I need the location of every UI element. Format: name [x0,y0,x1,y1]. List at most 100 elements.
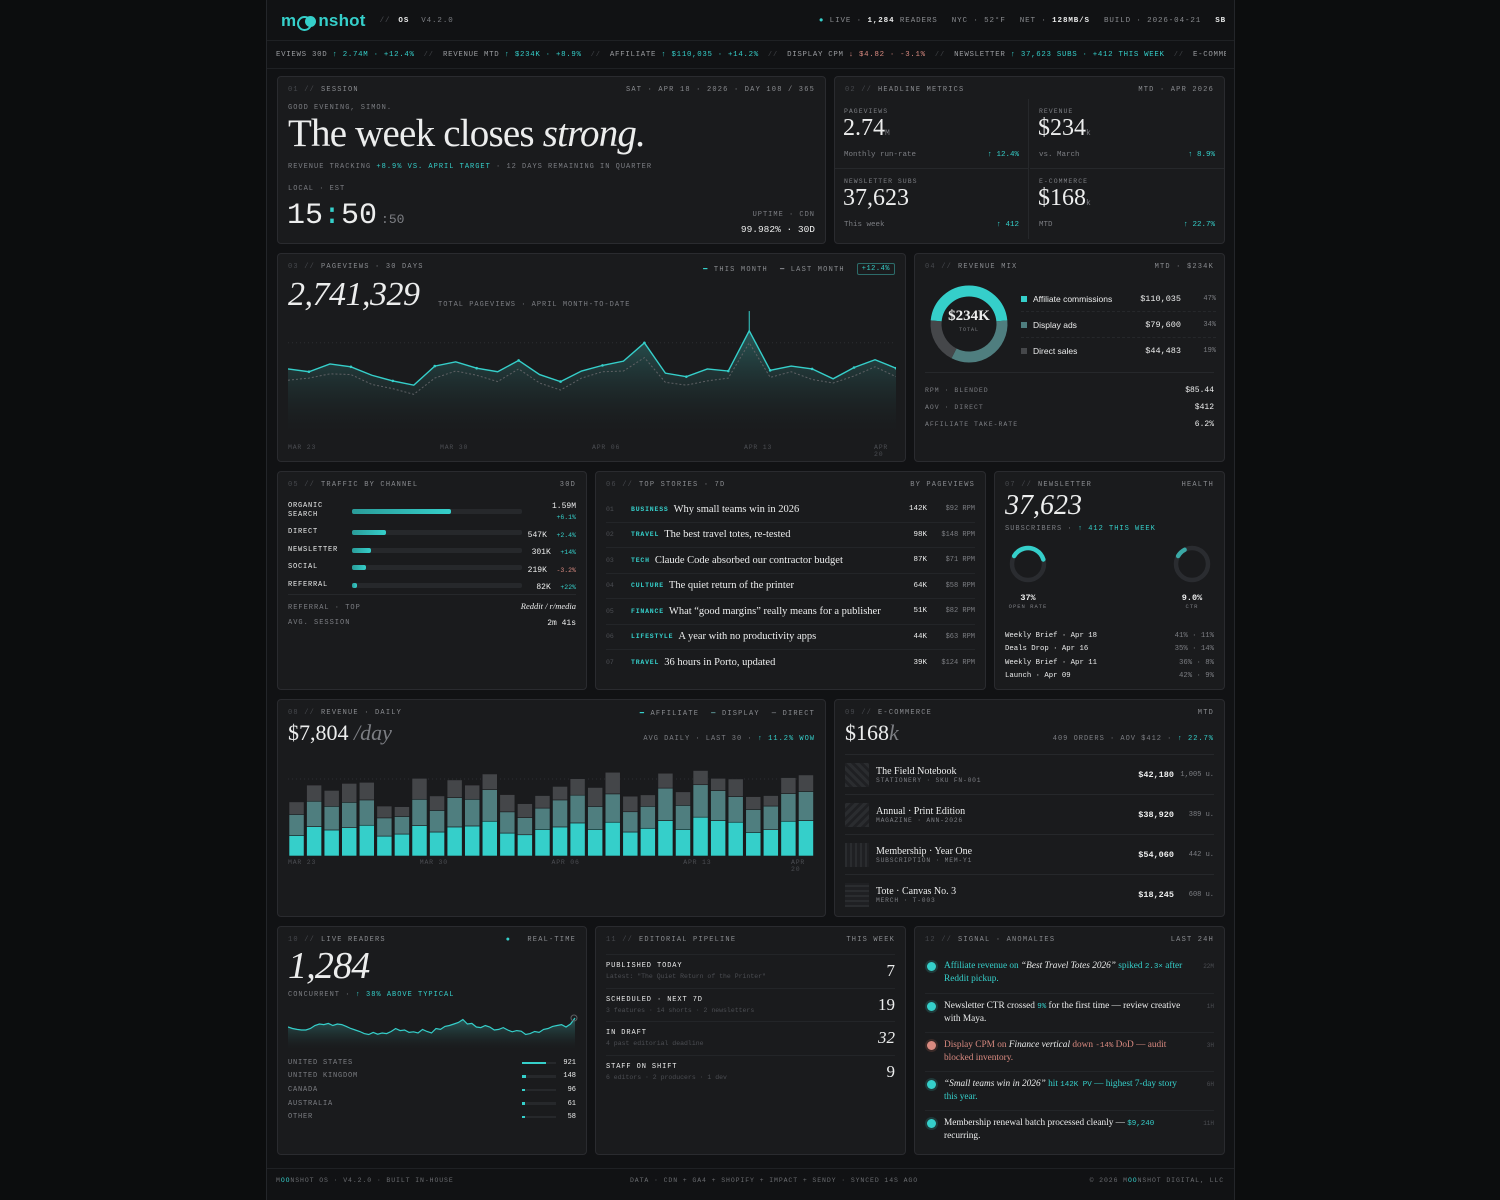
x-tick-label: MAR 23 [288,444,317,451]
copyright-oo: OO [1127,1177,1138,1184]
live-readers-sparkline [288,1014,578,1049]
pipeline-label: STAFF ON SHIFT [606,1062,678,1071]
country-bar-fill [522,1075,526,1078]
bar-direct [640,794,656,807]
story-row[interactable]: 05 FINANCE What “good margins” really mean… [606,599,975,625]
metric-card[interactable]: REVENUE $234k vs. March ↑ 8.9% [1030,99,1224,169]
story-rpm: $63 RPM [945,632,975,641]
subscriber-delta: SUBSCRIBERS · ↑ 412 THIS WEEK [1005,525,1156,533]
ticker-item[interactable]: DISPLAY CPM ↓ $4.82 · -3.1% [787,51,926,59]
product-row[interactable]: The Field Notebook STATIONERY · SKU FN-00… [845,754,1214,794]
top-referral-value: Reddit / r/media [520,601,576,611]
pipeline-row[interactable]: SCHEDULED · NEXT 7D 3 features · 14 short… [606,987,895,1022]
clock: 15:50:50 [287,199,404,233]
pipeline-row[interactable]: STAFF ON SHIFT 6 editors · 2 producers · … [606,1054,895,1089]
story-rank: 07 [606,659,614,667]
legend-label: DIRECT [782,710,815,718]
user-avatar[interactable]: SB [1215,17,1226,25]
bar-direct [323,790,340,807]
status-bar: ● LIVE · 1,284 READERS NYC · 52°F NET · … [819,17,1226,25]
signal-row[interactable]: Newsletter CTR crossed 9% for the first … [925,993,1214,1032]
mix-percent: 19% [1203,347,1216,355]
editorial-pipeline-panel: 11 // EDITORIAL PIPELINE THIS WEEK PUBLISH… [595,926,906,1155]
bar-affiliate [622,831,639,856]
legend-label: AFFILIATE [650,710,700,718]
signal-time: 3H [1206,1042,1214,1049]
ticker-item[interactable]: EVIEWS 30D ↑ 2.74M · +12.4% [276,51,415,59]
channel-row[interactable]: NEWSLETTER 301K +14% [288,542,576,560]
product-row[interactable]: Tote · Canvas No. 3 MERCH · T-003 $18,245 6… [845,874,1214,914]
brand-logo[interactable]: m nshot [281,11,366,31]
signal-text-part: DoD — audit blocked inventory. [944,1040,1167,1063]
os-label: OS [398,17,410,25]
metric-card[interactable]: E-COMMERCE $168k MTD ↑ 22.7% [1030,169,1224,239]
metric-card[interactable]: NEWSLETTER SUBS 37,623 This week ↑ 412 [835,169,1029,239]
signal-row[interactable]: Affiliate revenue on “Best Travel Totes … [925,954,1214,993]
ticker-item[interactable]: AFFILIATE ↑ $110,035 · +14.2% [610,51,759,59]
signal-text: Affiliate revenue on “Best Travel Totes … [944,960,1192,985]
ticker-value: $234K [514,51,541,59]
product-name: Membership · Year One [876,845,973,857]
signal-row[interactable]: Display CPM on Finance vertical down -14… [925,1032,1214,1071]
arrow-up-icon: ↑ [327,51,343,59]
country-bar-fill [522,1115,525,1119]
panel-period: MTD · $234K [1154,263,1214,271]
channel-value: 219K [527,565,547,575]
x-tick-label: APR 13 [744,444,773,451]
story-pageviews: 64K [913,581,927,590]
pageviews-panel: 03 // PAGEVIEWS · 30 DAYS ━ THIS MONTH ━ … [277,253,906,462]
space [551,541,561,559]
divider [267,1168,1234,1169]
signal-text-part: 142K PV [1060,1081,1092,1089]
newsletter-send-row[interactable]: Launch · Apr 09 42% · 9% [1005,670,1214,684]
channel-row[interactable]: ORGANIC SEARCH 1.59M +6.1% [288,498,576,524]
signal-time: 22M [1203,963,1214,970]
ticker-value: 37,623 SUBS [1020,51,1078,59]
signal-row[interactable]: “Small teams win in 2026” hit 142K PV — … [925,1071,1214,1110]
country-bar-track [522,1115,556,1119]
pipeline-info: IN DRAFT 4 past editorial deadline [606,1029,878,1047]
channel-bar-track [352,582,522,588]
ticker-item[interactable]: NEWSLETTER ↑ 37,623 SUBS · +412 THIS WEE… [954,51,1165,59]
newsletter-send-row[interactable]: Weekly Brief · Apr 18 41% · 11% [1005,629,1214,643]
ticker-item[interactable]: REVENUE MTD ↑ $234K · +8.9% [443,51,582,59]
signal-row[interactable]: Membership renewal batch processed clean… [925,1110,1214,1149]
newsletter-send-row[interactable]: Weekly Brief · Apr 11 36% · 8% [1005,656,1214,670]
product-row[interactable]: Annual · Print Edition MAGAZINE · ANN-202… [845,794,1214,834]
ticker-dot: · [712,51,729,59]
metric-label: E-COMMERCE [1039,178,1089,185]
signal-text-part: recurring. [944,1131,981,1141]
story-row[interactable]: 02 TRAVEL The best travel totes, re-tested… [606,523,975,548]
footer-data-sources: DATA · CDN + GA4 + SHOPIFY + IMPACT + SE… [630,1177,919,1184]
channel-row[interactable]: REFERRAL 82K +22% [288,577,576,595]
donut-slice-3 [930,320,957,359]
metric-value: 2.74M [843,115,890,142]
story-row[interactable]: 03 TECH Claude Code absorbed our contracto… [606,548,975,574]
metric-card[interactable]: PAGEVIEWS 2.74M Monthly run-rate ↑ 12.4% [835,99,1029,169]
send-name: Weekly Brief · Apr 18 [1005,631,1097,640]
story-row[interactable]: 06 LIFESTYLE A year with no productivity a… [606,625,975,650]
channel-label: NEWSLETTER [288,545,339,554]
bar-affiliate [798,820,814,856]
bar-direct [288,801,305,815]
ctr-stat: 9.0% CTR [1167,593,1217,610]
story-row[interactable]: 04 CULTURE The quiet return of the printer… [606,574,975,599]
ticker-delta: +412 THIS WEEK [1092,51,1165,59]
pipeline-row[interactable]: IN DRAFT 4 past editorial deadline 32 [606,1021,895,1055]
subscriber-count: 37,623 [1005,490,1082,521]
product-row[interactable]: Membership · Year One SUBSCRIPTION · MEM-… [845,834,1214,874]
story-rpm: $58 RPM [945,581,975,590]
channel-delta: +2.4% [556,531,576,539]
ticker-item[interactable]: E-COMMERCE ↑ $168 [1193,51,1226,59]
story-row[interactable]: 07 TRAVEL 36 hours in Porto, updated 39K $12… [606,650,975,676]
pipeline-row[interactable]: PUBLISHED TODAY Latest: "The Quiet Return… [606,954,895,988]
newsletter-send-row[interactable]: Deals Drop · Apr 16 35% · 14% [1005,643,1214,657]
story-row[interactable]: 01 BUSINESS Why small teams win in 2026 142… [606,497,975,523]
clock-seconds: :50 [381,212,405,227]
channel-row[interactable]: DIRECT 547K +2.4% [288,524,576,542]
metric-note: vs. March [1039,151,1080,159]
product-info: Tote · Canvas No. 3 MERCH · T-003 [876,886,1138,904]
data-point [433,364,437,368]
signal-text: Newsletter CTR crossed 9% for the first … [944,1000,1192,1025]
channel-row[interactable]: SOCIAL 219K -3.2% [288,559,576,577]
